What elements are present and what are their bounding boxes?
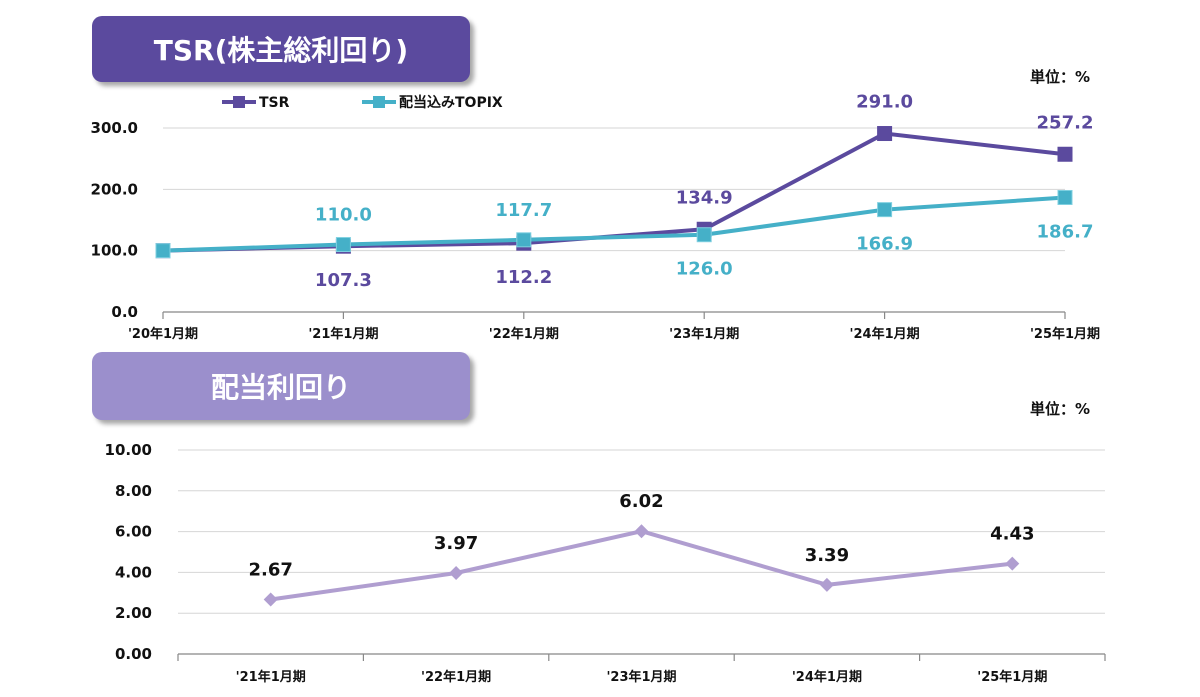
- tsr-x-tick-label: '25年1月期: [1030, 326, 1100, 342]
- tsr-unit-label: 単位：%: [1030, 68, 1091, 86]
- tsr-y-tick-label: 200.0: [91, 180, 138, 198]
- dividend-data-label: 2.67: [248, 560, 292, 581]
- legend-marker: [373, 96, 385, 108]
- tsr-x-tick-label: '23年1月期: [669, 326, 739, 342]
- tsr-x-tick-label: '20年1月期: [128, 326, 198, 342]
- legend-marker: [233, 96, 245, 108]
- dividend-point: [449, 566, 464, 581]
- topix-point: [877, 202, 893, 218]
- tsr-y-tick-label: 100.0: [91, 242, 138, 260]
- dividend-data-label: 4.43: [990, 524, 1034, 545]
- legend-entry: 配当込みTOPIX: [399, 94, 503, 111]
- tsr-title: TSR(株主総利回り): [153, 34, 409, 67]
- tsr-x-tick-label: '22年1月期: [489, 326, 559, 342]
- topix-data-label: 166.9: [856, 234, 913, 255]
- tsr-data-label: 112.2: [495, 267, 552, 288]
- tsr-y-tick-label: 300.0: [91, 119, 138, 137]
- tsr-data-label: 134.9: [676, 187, 733, 208]
- topix-point: [696, 227, 712, 243]
- dividend-point: [1005, 556, 1020, 571]
- dividend-data-label: 6.02: [619, 491, 663, 512]
- dividend-y-tick-label: 2.00: [115, 604, 152, 622]
- topix-point: [1057, 189, 1073, 205]
- dividend-title-banner: 配当利回り: [92, 352, 470, 420]
- dividend-point: [819, 577, 834, 592]
- dividend-point: [263, 592, 278, 607]
- tsr-x-tick-label: '21年1月期: [308, 326, 378, 342]
- topix-data-label: 117.7: [495, 200, 552, 221]
- topix-series-line: [162, 195, 1066, 253]
- dividend-unit-label: 単位：%: [1030, 400, 1091, 418]
- tsr-point: [877, 126, 893, 142]
- dividend-x-tick-label: '25年1月期: [977, 669, 1047, 685]
- topix-data-label: 126.0: [676, 259, 733, 280]
- tsr-x-tick-label: '24年1月期: [850, 326, 920, 342]
- tsr-point: [1057, 146, 1073, 162]
- dividend-y-tick-label: 8.00: [115, 482, 152, 500]
- tsr-data-label: 291.0: [856, 92, 913, 113]
- dividend-title: 配当利回り: [210, 371, 351, 404]
- dividend-y-tick-label: 0.00: [115, 645, 152, 663]
- dividend-y-tick-label: 6.00: [115, 523, 152, 541]
- tsr-y-tick-label: 0.0: [111, 303, 138, 321]
- tsr-title-banner: TSR(株主総利回り): [92, 16, 470, 82]
- dividend-series-line: [270, 529, 1013, 602]
- topix-point: [335, 237, 351, 253]
- dividend-x-tick-label: '24年1月期: [792, 669, 862, 685]
- topix-point: [516, 232, 532, 248]
- dividend-x-tick-label: '22年1月期: [421, 669, 491, 685]
- dividend-y-tick-label: 10.00: [105, 441, 152, 459]
- tsr-series-line: [162, 131, 1066, 253]
- tsr-data-label: 257.2: [1037, 112, 1094, 133]
- dividend-x-tick-label: '21年1月期: [236, 669, 306, 685]
- dividend-data-label: 3.39: [805, 545, 849, 566]
- topix-data-label: 110.0: [315, 205, 372, 226]
- dividend-data-label: 3.97: [434, 533, 478, 554]
- dividend-point: [634, 524, 649, 539]
- tsr-data-label: 107.3: [315, 270, 372, 291]
- dividend-y-tick-label: 4.00: [115, 563, 152, 581]
- legend-entry: TSR: [259, 95, 290, 111]
- topix-data-label: 186.7: [1037, 221, 1094, 242]
- topix-point: [155, 243, 171, 259]
- dividend-x-tick-label: '23年1月期: [606, 669, 676, 685]
